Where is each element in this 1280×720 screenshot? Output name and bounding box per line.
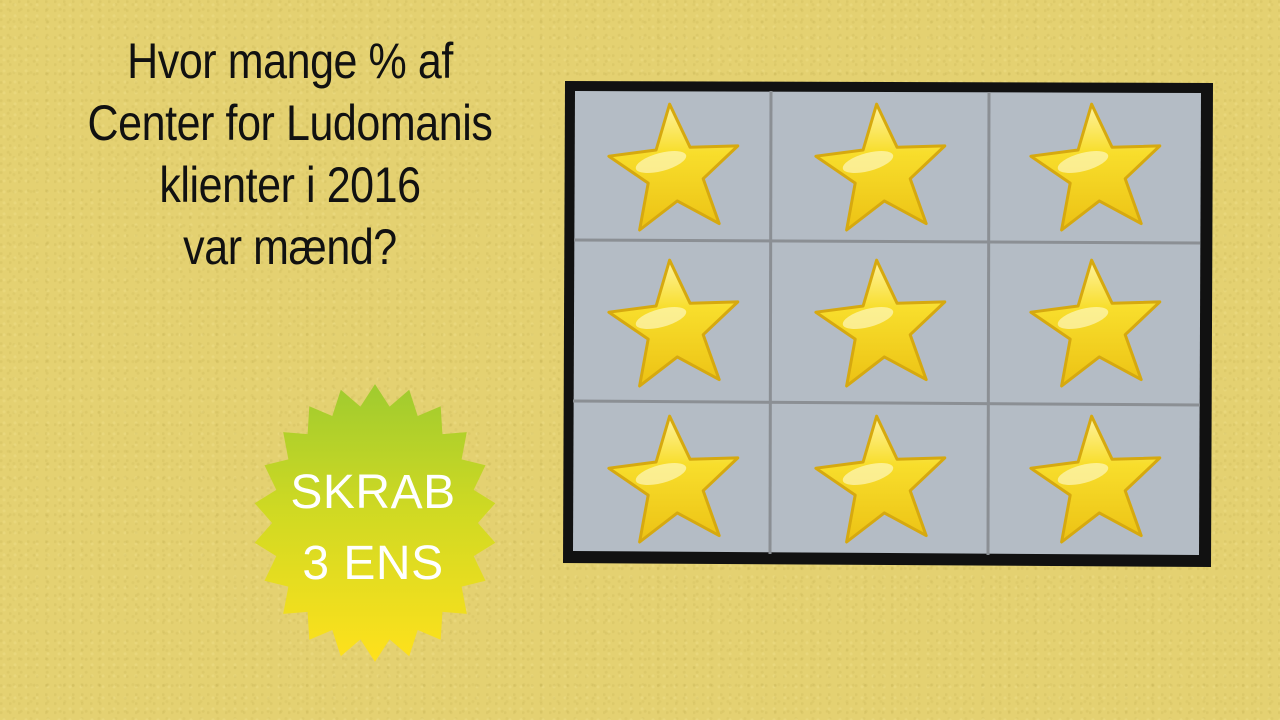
- star-highlight: [635, 151, 687, 173]
- scratch-cell-r3c1[interactable]: [577, 405, 769, 551]
- star-highlight: [842, 151, 894, 173]
- scratch-card-grid: [563, 81, 1213, 567]
- scratch-cell-r3c3[interactable]: [991, 405, 1199, 551]
- badge-line-1: SKRAB: [290, 466, 456, 519]
- star-highlight: [842, 307, 894, 329]
- scratch-cell-r1c2[interactable]: [773, 93, 987, 239]
- question-heading: Hvor mange % af Center for Ludomanis kli…: [49, 30, 531, 278]
- question-line-4: var mænd?: [183, 219, 397, 275]
- scratch-cell-r3c2[interactable]: [773, 405, 987, 551]
- star-highlight: [1057, 307, 1109, 329]
- grid-lines: [572, 90, 1201, 556]
- scratch-instruction-badge: [250, 378, 500, 668]
- scratch-cell-r2c2[interactable]: [773, 243, 987, 401]
- scratch-cell-r2c3[interactable]: [991, 243, 1199, 401]
- star-highlight: [1057, 151, 1109, 173]
- question-line-3: klienter i 2016: [159, 157, 421, 213]
- question-line-1: Hvor mange % af: [127, 33, 453, 89]
- star-highlight: [1057, 463, 1109, 485]
- scratch-cell-r1c1[interactable]: [577, 93, 769, 239]
- star-highlight: [842, 463, 894, 485]
- star-highlight: [635, 463, 687, 485]
- badge-line-2: 3 ENS: [302, 537, 444, 590]
- question-line-2: Center for Ludomanis: [87, 95, 493, 151]
- star-highlight: [635, 307, 687, 329]
- scratch-cell-r2c1[interactable]: [577, 243, 769, 401]
- starburst-badge-icon: [254, 384, 496, 662]
- scratch-card: [561, 77, 1217, 578]
- scratch-cell-r1c3[interactable]: [991, 93, 1199, 239]
